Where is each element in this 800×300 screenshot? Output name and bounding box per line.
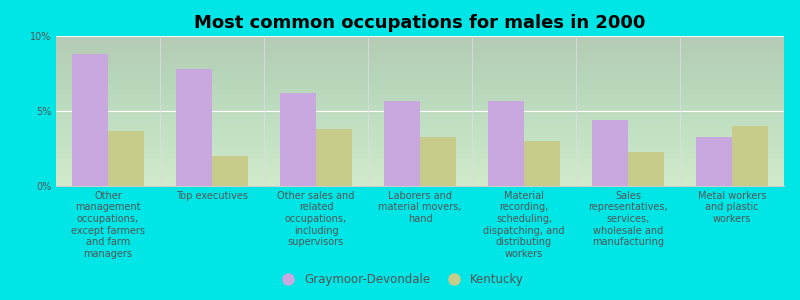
Legend: Graymoor-Devondale, Kentucky: Graymoor-Devondale, Kentucky [271, 269, 529, 291]
Bar [384, 100, 420, 186]
Bar [280, 93, 316, 186]
Bar [176, 69, 212, 186]
Bar [488, 100, 524, 186]
Bar [72, 54, 108, 186]
Bar [524, 141, 560, 186]
Bar [696, 136, 732, 186]
Bar [316, 129, 352, 186]
Bar [212, 156, 248, 186]
Bar [628, 152, 664, 186]
Bar [592, 120, 628, 186]
Bar [732, 126, 768, 186]
Bar [108, 130, 145, 186]
Bar [420, 136, 456, 186]
Title: Most common occupations for males in 2000: Most common occupations for males in 200… [194, 14, 646, 32]
